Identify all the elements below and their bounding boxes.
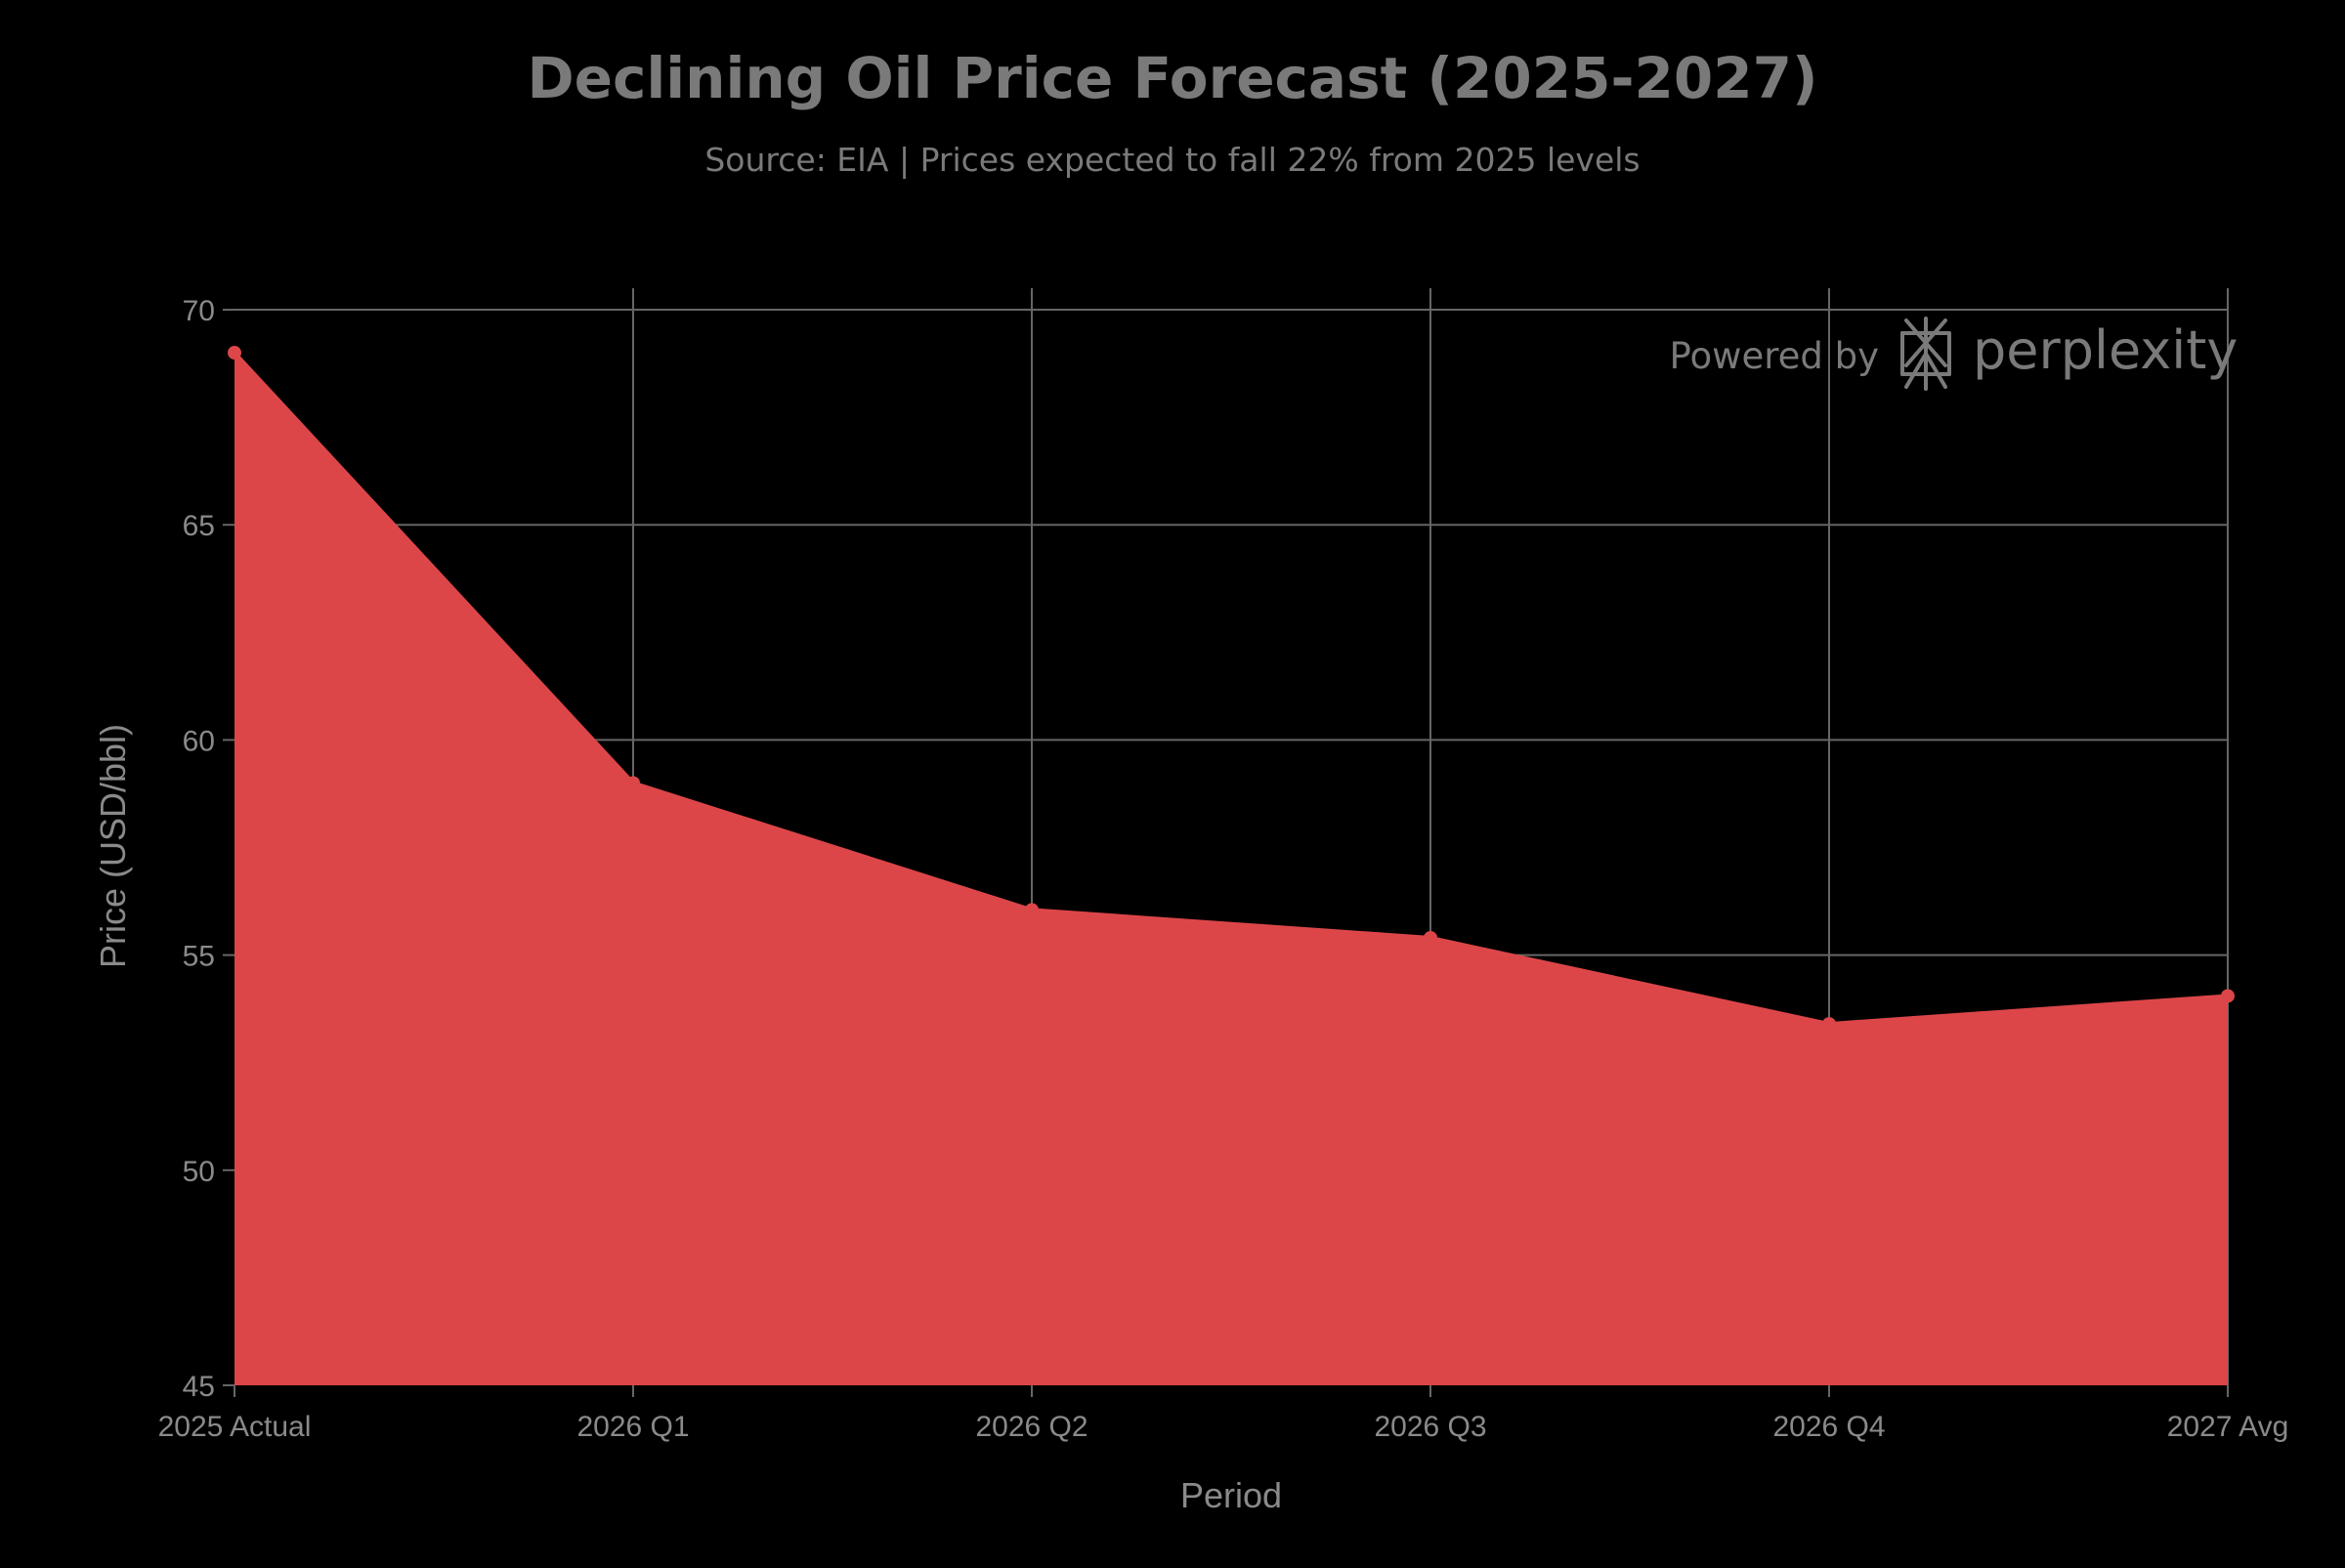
x-tick-label: 2026 Q3 [1374, 1411, 1486, 1443]
y-tick-label: 50 [183, 1156, 215, 1188]
y-tick-label: 60 [183, 725, 215, 757]
data-point [1424, 930, 1437, 945]
perplexity-watermark: Powered by perplexity [1670, 317, 2238, 391]
perplexity-logo-icon [1900, 317, 1951, 391]
x-tick-label: 2026 Q1 [576, 1411, 689, 1443]
y-tick-label: 70 [183, 295, 215, 327]
data-point [626, 776, 640, 790]
data-point [2221, 989, 2235, 1003]
watermark-prefix: Powered by [1670, 335, 1879, 377]
x-axis-title: Period [1180, 1475, 1282, 1515]
chart-subtitle: Source: EIA | Prices expected to fall 22… [704, 141, 1640, 179]
y-tick-label: 45 [183, 1371, 215, 1403]
y-tick-label: 55 [183, 941, 215, 973]
marker-layer [228, 346, 2235, 1032]
y-axis-ticks: 45 50 55 60 65 70 [183, 295, 234, 1403]
data-point [1025, 903, 1039, 917]
x-axis-ticks: 2025 Actual 2026 Q1 2026 Q2 2026 Q3 2026 Q4 2… [158, 1385, 2289, 1443]
data-point [1822, 1017, 1836, 1032]
watermark-brand: perplexity [1973, 319, 2238, 381]
data-point [228, 346, 241, 360]
price-area-fill [234, 353, 2228, 1385]
y-tick-label: 65 [183, 510, 215, 542]
x-tick-label: 2025 Actual [158, 1411, 312, 1443]
y-axis-title: Price (USD/bbl) [93, 724, 133, 968]
x-tick-label: 2026 Q4 [1772, 1411, 1885, 1443]
price-line [233, 351, 2229, 1027]
x-tick-label: 2027 Avg [2167, 1411, 2289, 1443]
area-layer [233, 351, 2229, 1385]
chart-title: Declining Oil Price Forecast (2025-2027) [528, 45, 1818, 111]
x-tick-label: 2026 Q2 [975, 1411, 1087, 1443]
